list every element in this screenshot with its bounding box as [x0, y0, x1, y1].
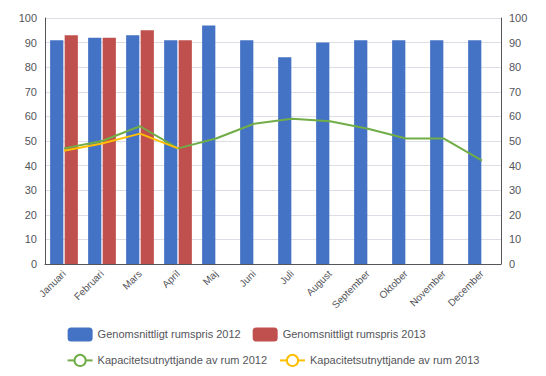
svg-text:Oktober: Oktober [377, 268, 410, 301]
svg-text:Genomsnittligt rumspris 2012: Genomsnittligt rumspris 2012 [98, 328, 241, 340]
svg-text:0: 0 [509, 258, 515, 270]
svg-text:20: 20 [509, 209, 521, 221]
svg-text:40: 40 [509, 160, 521, 172]
svg-text:20: 20 [25, 209, 37, 221]
svg-text:90: 90 [25, 37, 37, 49]
svg-text:70: 70 [509, 86, 521, 98]
svg-text:Februari: Februari [72, 268, 106, 302]
svg-text:50: 50 [509, 135, 521, 147]
svg-text:0: 0 [31, 258, 37, 270]
svg-text:70: 70 [25, 86, 37, 98]
svg-text:30: 30 [509, 184, 521, 196]
svg-text:September: September [330, 268, 373, 311]
svg-text:30: 30 [25, 184, 37, 196]
svg-text:November: November [408, 268, 449, 309]
svg-text:Kapacitetsutnyttjande av rum 2: Kapacitetsutnyttjande av rum 2012 [98, 354, 267, 366]
svg-text:Mars: Mars [120, 268, 143, 291]
svg-text:60: 60 [25, 110, 37, 122]
svg-text:100: 100 [509, 12, 527, 24]
svg-text:40: 40 [25, 160, 37, 172]
svg-text:Kapacitetsutnyttjande av rum 2: Kapacitetsutnyttjande av rum 2013 [310, 354, 479, 366]
svg-text:December: December [446, 268, 487, 309]
svg-text:90: 90 [509, 37, 521, 49]
svg-text:10: 10 [25, 233, 37, 245]
svg-text:80: 80 [25, 61, 37, 73]
svg-text:100: 100 [19, 12, 37, 24]
svg-text:Januari: Januari [37, 268, 68, 299]
svg-text:10: 10 [509, 233, 521, 245]
svg-text:Juli: Juli [278, 268, 296, 286]
svg-text:80: 80 [509, 61, 521, 73]
svg-text:60: 60 [509, 110, 521, 122]
svg-text:Juni: Juni [237, 268, 258, 289]
svg-text:Maj: Maj [201, 268, 220, 287]
svg-text:August: August [304, 268, 334, 298]
svg-text:April: April [160, 268, 182, 290]
svg-text:Genomsnittligt rumspris 2013: Genomsnittligt rumspris 2013 [283, 328, 426, 340]
svg-text:50: 50 [25, 135, 37, 147]
